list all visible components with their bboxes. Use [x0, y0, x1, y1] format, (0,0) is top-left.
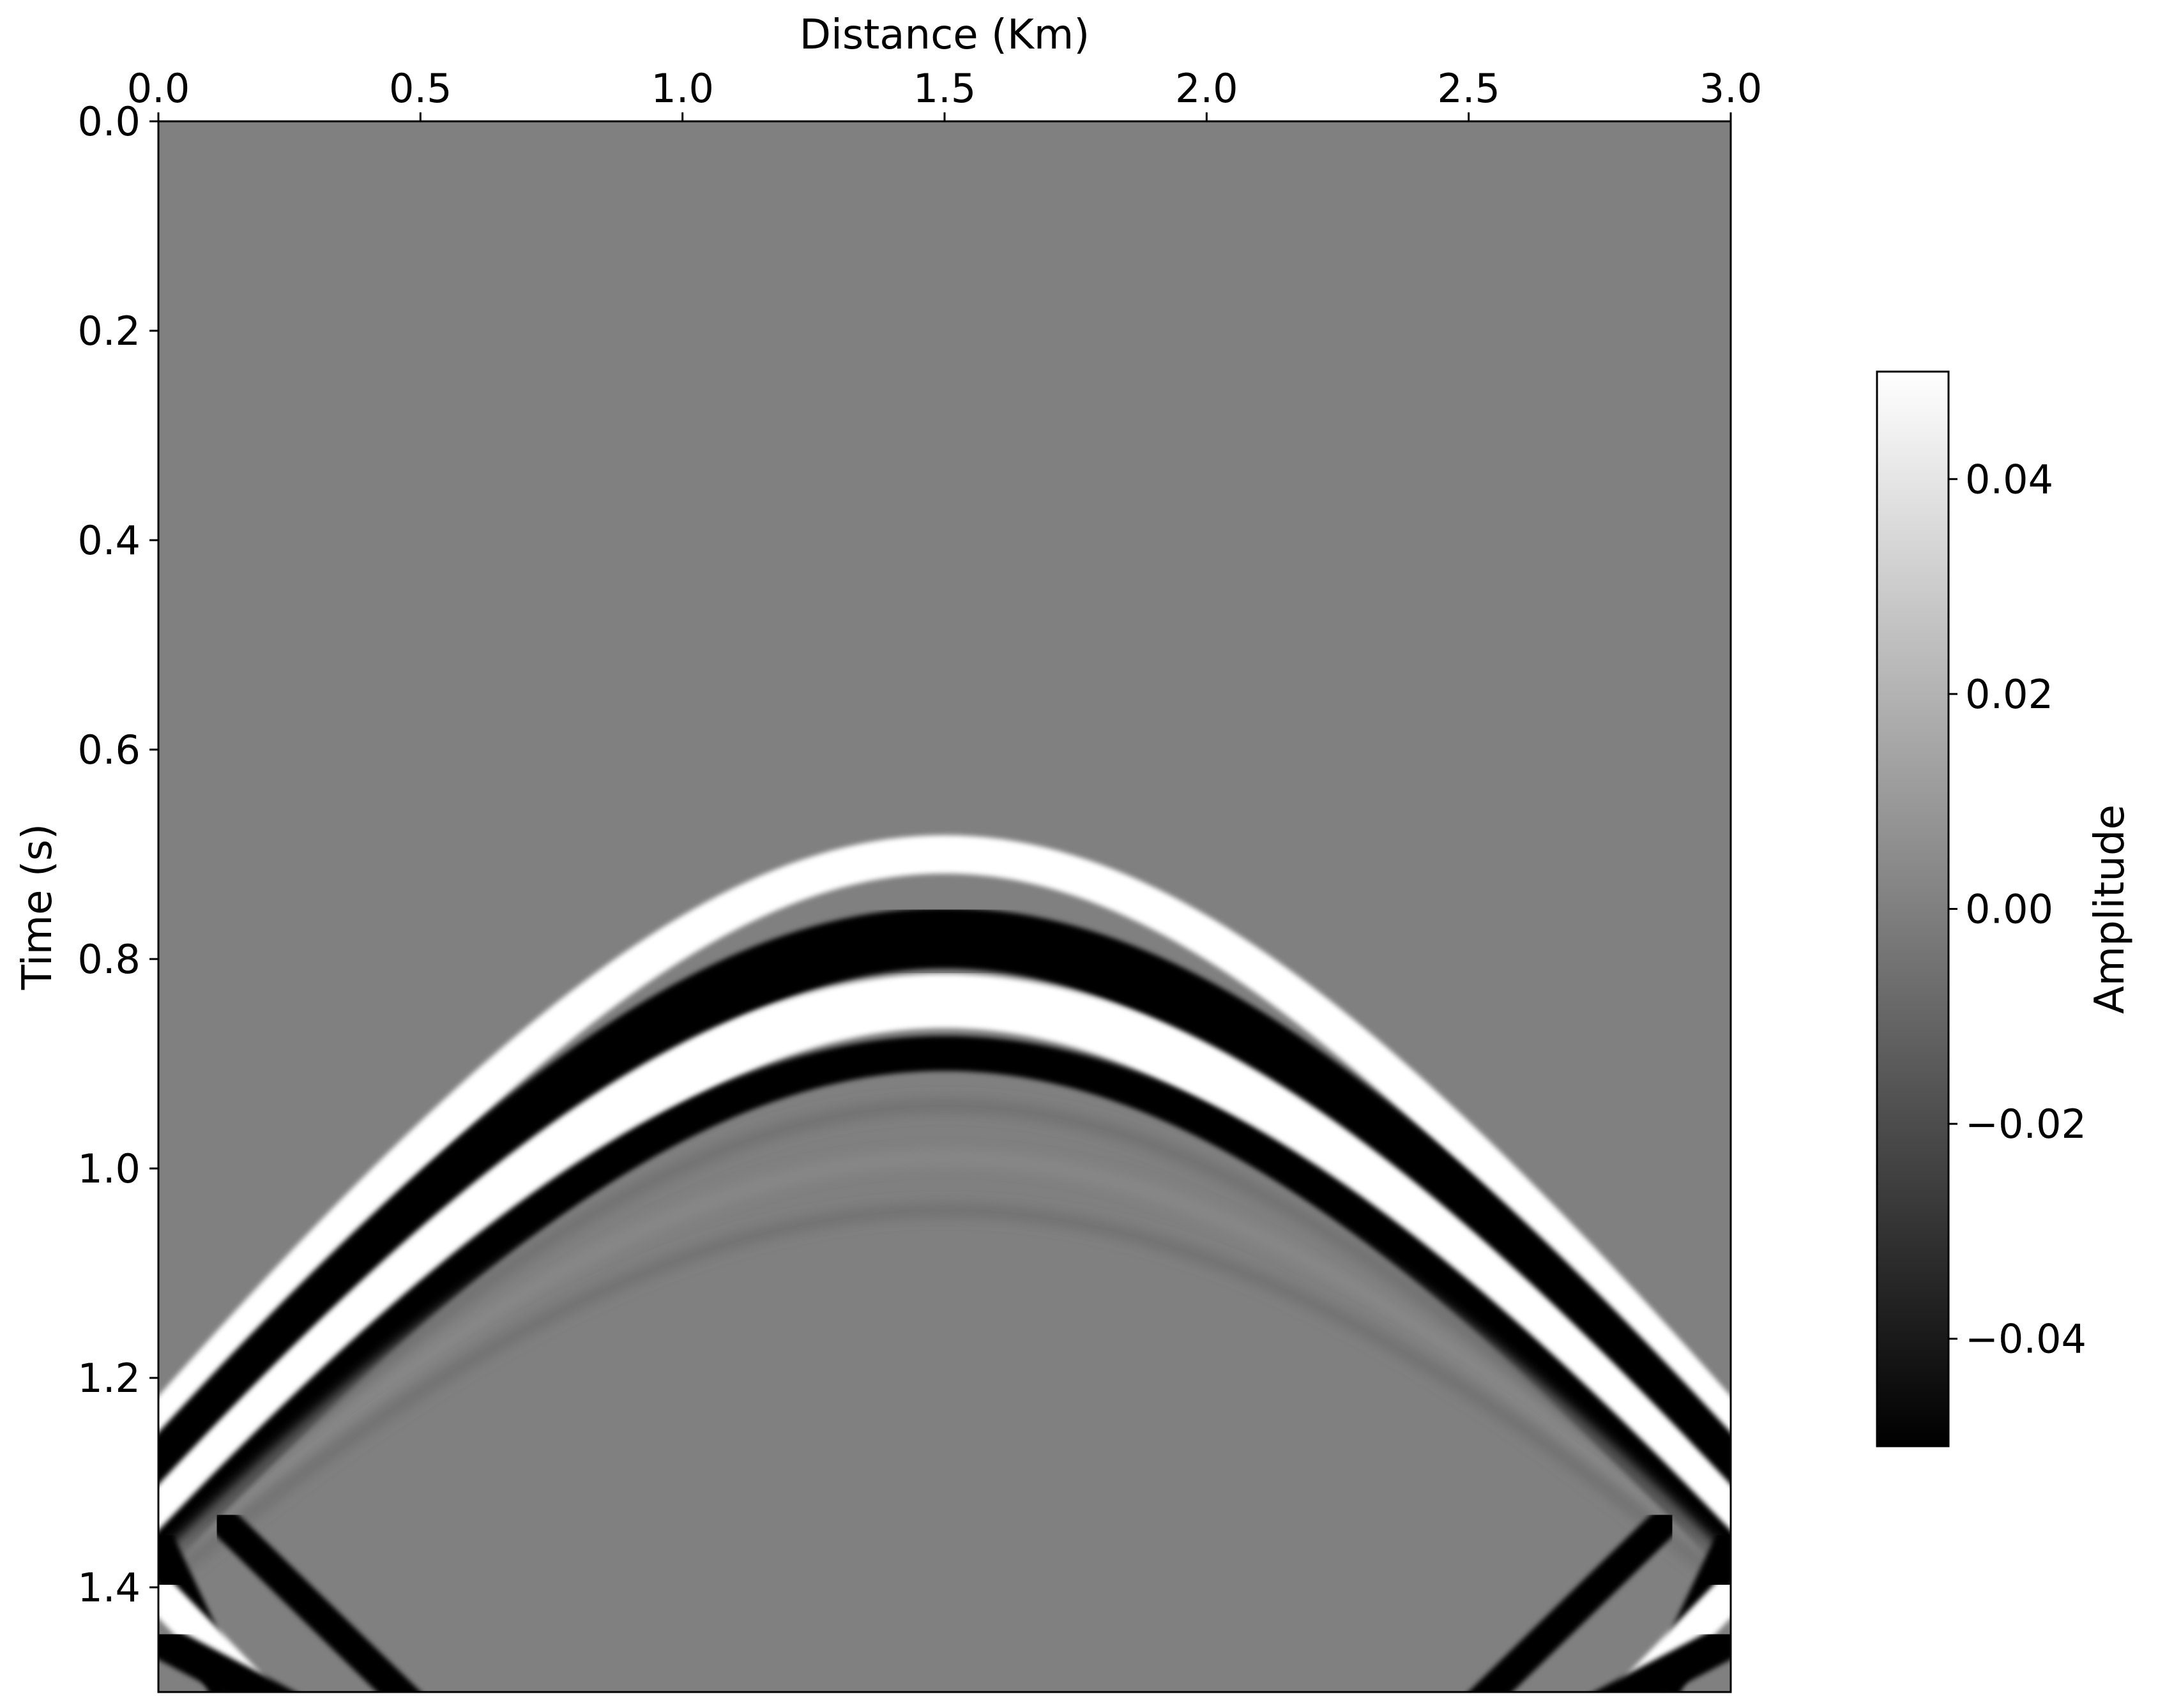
wavefront-lobe-positive [158, 835, 1731, 1455]
colorbar-tick-label: 0.04 [1965, 456, 2053, 503]
colorbar-label: Amplitude [2086, 805, 2134, 1014]
x-axis-top: 0.0 0.5 1.0 1.5 2.0 2.5 3.0 [127, 65, 1763, 121]
y-tick-label: 0.6 [77, 727, 141, 773]
wavefield-layer [158, 835, 1731, 1692]
x-tick-label: 3.0 [1699, 65, 1763, 112]
colorbar-gradient [1876, 370, 1950, 1447]
y-tick-label: 0.2 [77, 308, 141, 354]
y-tick-label: 0.4 [77, 517, 141, 564]
wavefront-lobe-negative [158, 1036, 1731, 1582]
ringing-arc [158, 1152, 1731, 1585]
colorbar-tick-label: 0.02 [1965, 671, 2053, 718]
x-tick-label: 0.0 [127, 65, 190, 112]
heatmap-background [158, 121, 1731, 1692]
boundary-reflection-band [158, 1622, 296, 1692]
y-axis-left: 0.0 0.2 0.4 0.6 0.8 1.0 1.2 1.4 [77, 98, 158, 1611]
x-tick-label: 1.0 [651, 65, 714, 112]
ringing-arc [158, 1100, 1731, 1575]
y-tick-label: 1.0 [77, 1145, 141, 1192]
y-tick-label: 1.2 [77, 1355, 141, 1402]
wavefront-lobe-negative [158, 907, 1731, 1523]
colorbar-tick-label: −0.02 [1965, 1101, 2086, 1147]
ringing-arc [158, 1204, 1731, 1595]
y-tick-label: 1.4 [77, 1564, 141, 1611]
colorbar: 0.04 0.02 0.00 −0.02 −0.04 Amplitude [1876, 370, 2134, 1447]
x-axis-label: Distance (Km) [800, 11, 1090, 59]
inner-reflection-band [1468, 1509, 1678, 1692]
colorbar-tick-label: 0.00 [1965, 886, 2053, 933]
y-tick-label: 0.8 [77, 936, 141, 983]
wavefront-lobe-positive [158, 974, 1731, 1565]
heatmap-panel [157, 120, 1732, 1693]
colorbar-tick-label: −0.04 [1965, 1316, 2086, 1363]
boundary-reflection-band [1593, 1622, 1731, 1692]
y-tick-label: 0.0 [77, 98, 141, 145]
x-tick-label: 2.0 [1175, 65, 1238, 112]
y-axis-label: Time (s) [14, 824, 61, 990]
x-tick-label: 0.5 [389, 65, 452, 112]
inner-reflection-band [211, 1509, 422, 1692]
x-tick-label: 1.5 [913, 65, 976, 112]
x-tick-label: 2.5 [1437, 65, 1500, 112]
colorbar-ticks: 0.04 0.02 0.00 −0.02 −0.04 [1949, 456, 2086, 1363]
